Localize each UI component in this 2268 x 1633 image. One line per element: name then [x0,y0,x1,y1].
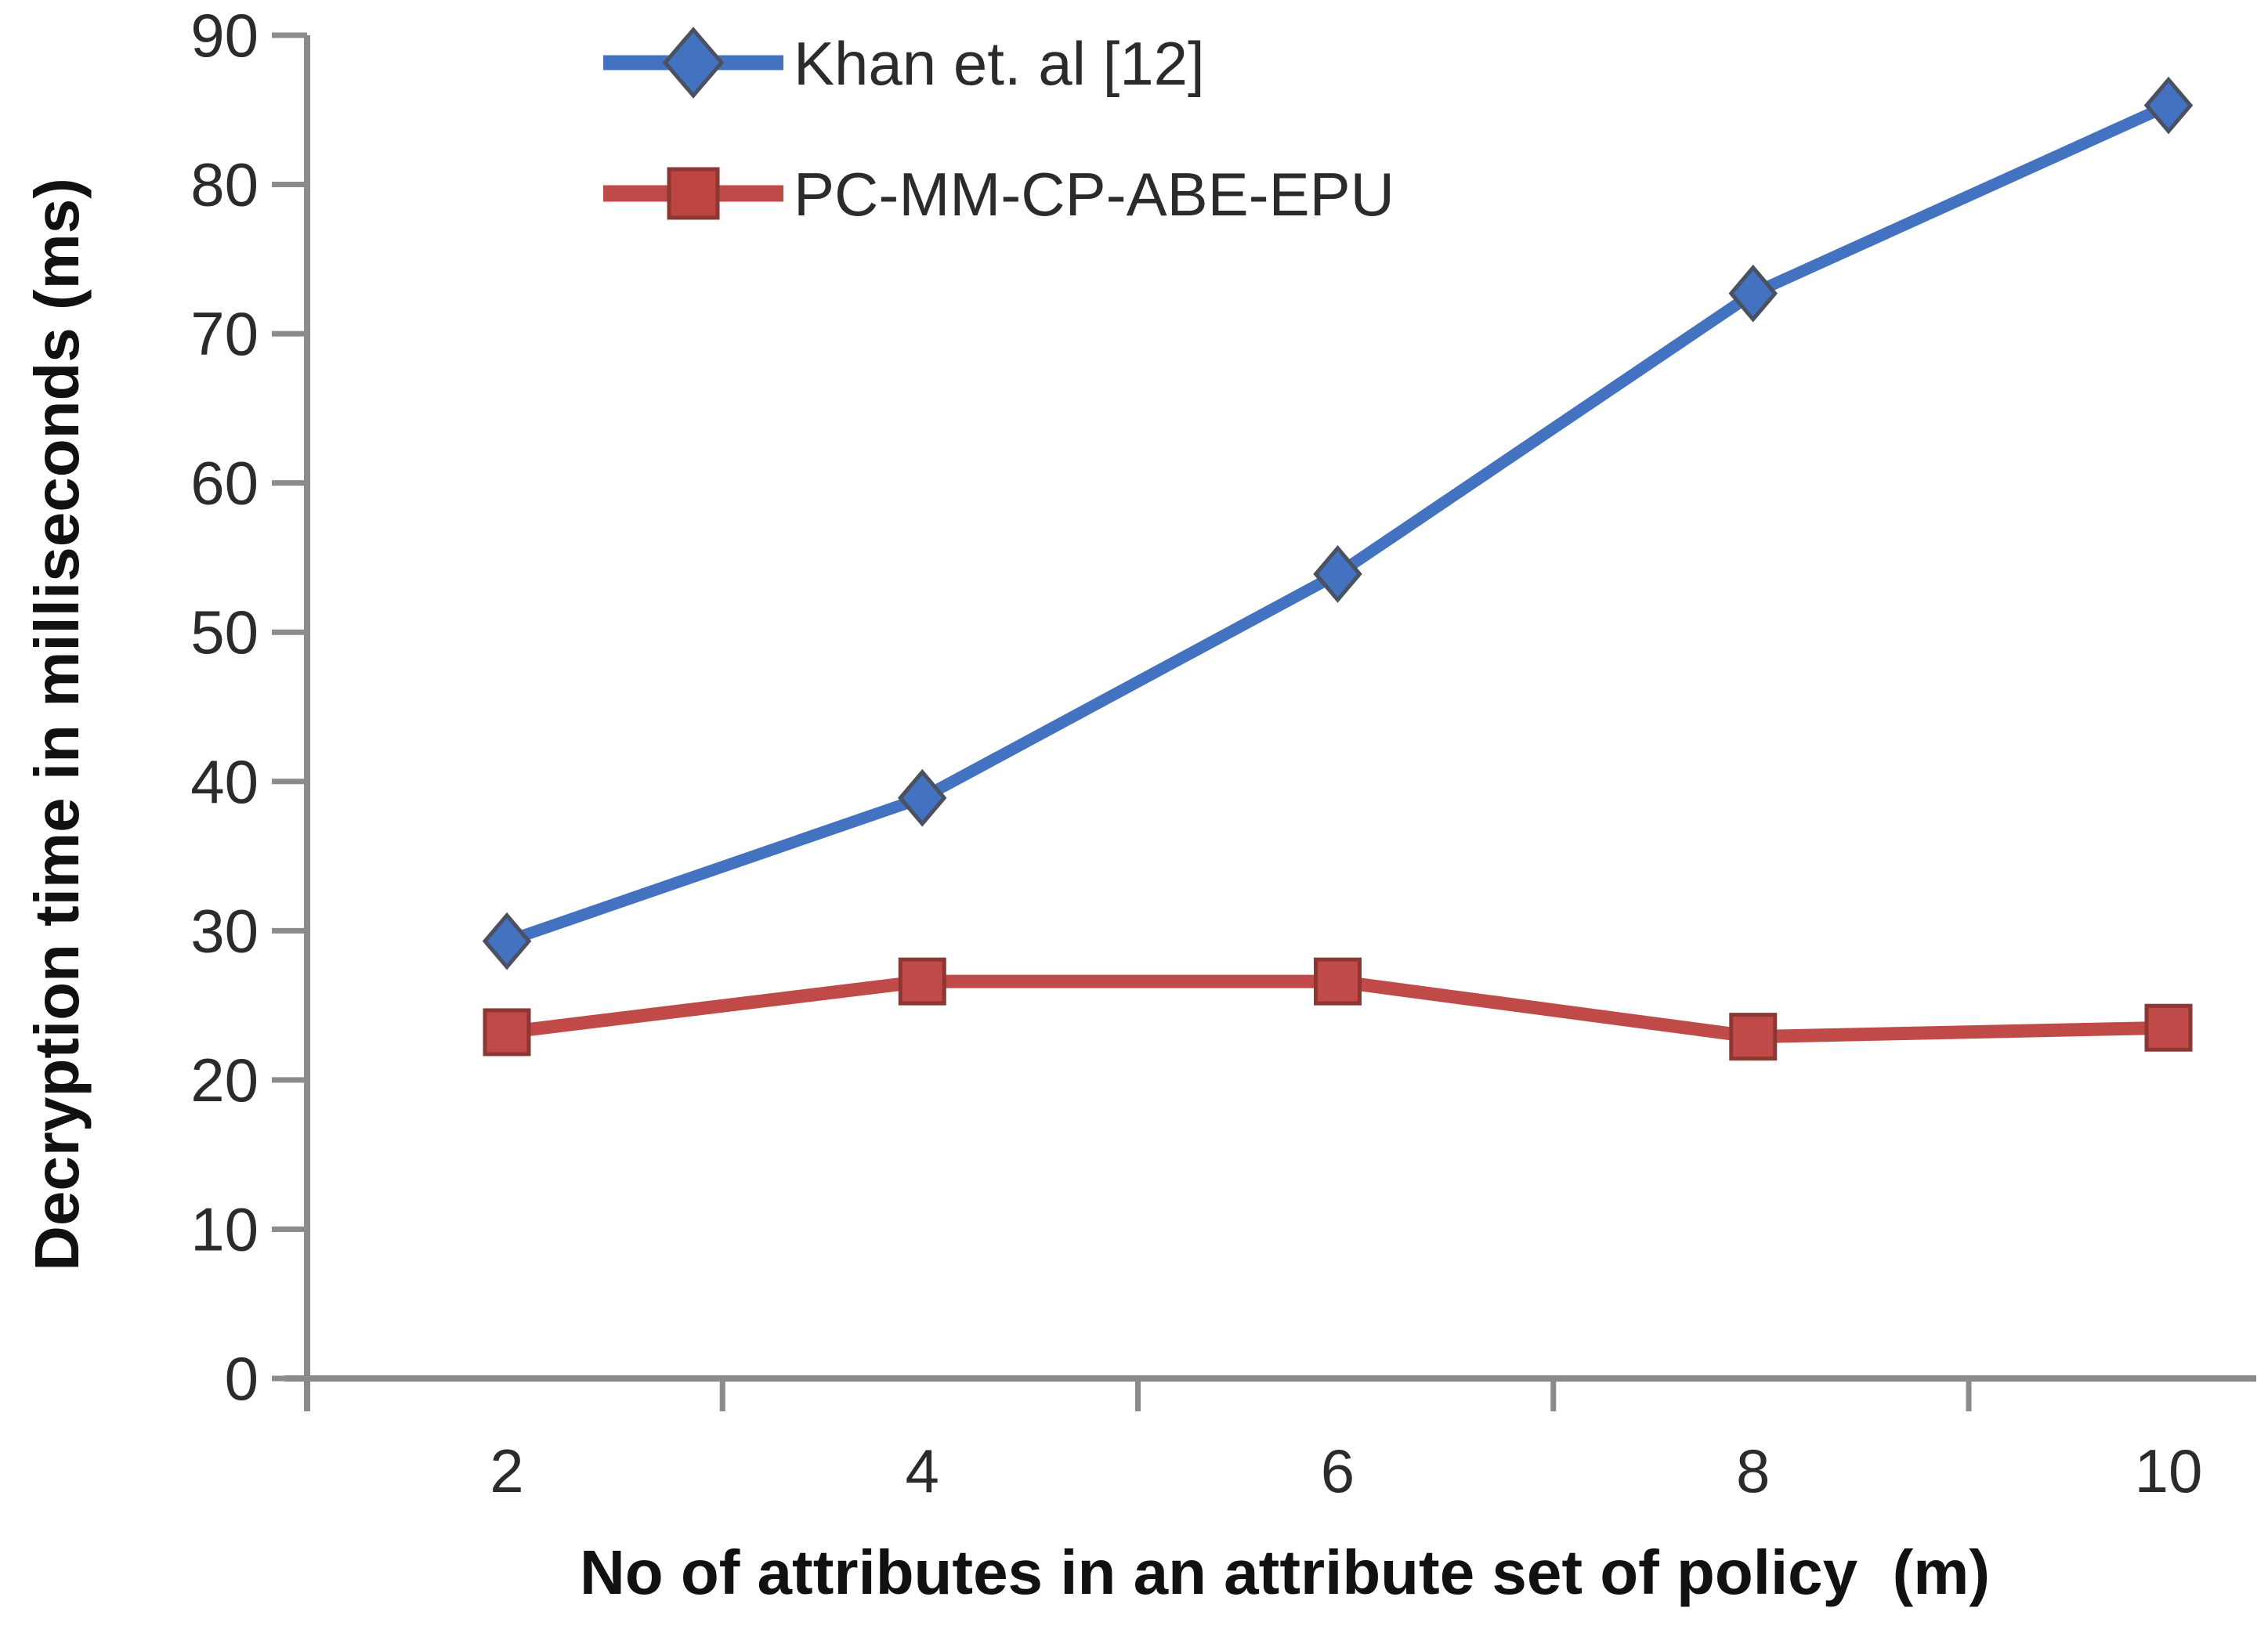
pc-mm-data-point-square-icon [1314,957,1362,1006]
khan-data-point-diamond-icon [897,768,947,827]
y-tick-label: 90 [190,1,259,70]
pc-mm-data-point-square-icon [898,957,946,1006]
x-axis-ticks: 2 4 6 8 10 [490,1378,2202,1505]
legend: Khan et. al [12] PC-MM-CP-ABE-EPU [603,27,1394,229]
legend-label-pc-mm: PC-MM-CP-ABE-EPU [794,160,1394,229]
x-tick-label: 6 [1321,1436,1355,1505]
x-tick-label: 4 [906,1436,939,1505]
y-tick-label: 10 [190,1194,259,1263]
pc-mm-legend-square-icon [667,167,720,220]
y-tick-label: 40 [190,747,259,816]
pc-mm-data-point-square-icon [483,1008,531,1057]
legend-item-pc-mm-cp-abe-epu: PC-MM-CP-ABE-EPU [603,160,1394,229]
khan-data-point-diamond-icon [482,912,532,970]
pc-mm-data-point-square-icon [1729,1013,1778,1061]
y-tick-label: 30 [190,896,259,965]
y-tick-label: 70 [190,299,259,368]
y-tick-label: 50 [190,598,259,667]
x-axis-title: No of attributes in an attribute set of … [580,1537,1990,1607]
y-tick-label: 0 [225,1344,259,1413]
series-layer [482,76,2194,1061]
legend-label-khan: Khan et. al [12] [794,29,1205,98]
khan-data-point-diamond-icon [1728,264,1778,323]
khan-series-line [501,99,2175,948]
x-tick-label: 8 [1736,1436,1770,1505]
legend-item-khan: Khan et. al [12] [603,27,1205,99]
x-tick-label: 10 [2135,1436,2203,1505]
khan-legend-diamond-icon [662,27,725,99]
pc-mm-data-point-square-icon [2144,1003,2193,1052]
x-tick-label: 2 [490,1436,523,1505]
khan-data-point-diamond-icon [2143,76,2194,135]
y-axis-title: Decryption time in milliseconds (ms) [22,178,92,1271]
y-tick-label: 80 [190,150,259,219]
y-tick-label: 60 [190,449,259,518]
y-tick-label: 20 [190,1046,259,1115]
y-axis-ticks: 0 10 20 30 40 50 60 70 80 90 [190,1,307,1413]
khan-data-point-diamond-icon [1313,545,1362,603]
